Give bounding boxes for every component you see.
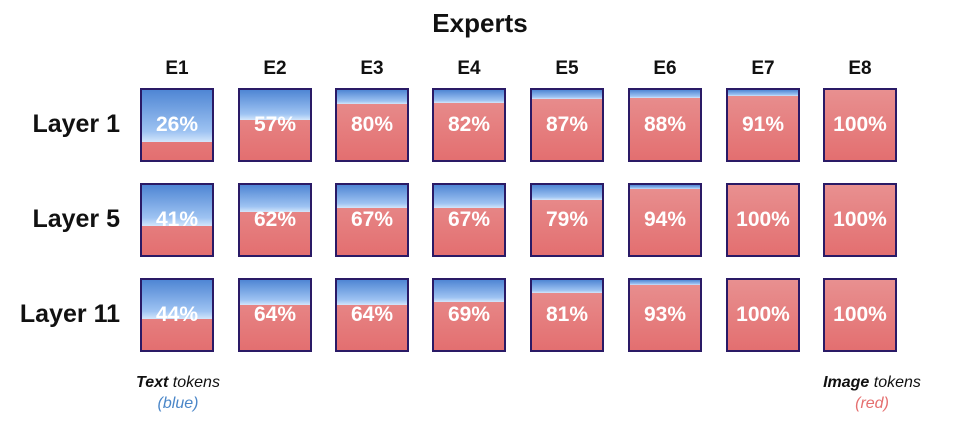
legend-image-tokens-bold: Image xyxy=(823,374,870,391)
image-token-percent: 100% xyxy=(736,208,790,231)
image-token-percent: 80% xyxy=(350,113,394,136)
cell-r2-e7: 100% xyxy=(726,183,800,257)
row-label-layer-1: Layer 1 xyxy=(32,110,120,138)
cell-r1-e6: 88% xyxy=(628,88,702,162)
text-token-fill xyxy=(240,185,310,212)
text-token-fill xyxy=(142,280,212,319)
cell-r1-e7: 91% xyxy=(726,88,800,162)
text-token-fill xyxy=(434,90,504,103)
column-label-e3: E3 xyxy=(360,58,384,79)
image-token-percent: 69% xyxy=(447,303,491,326)
column-label-e6: E6 xyxy=(653,58,677,79)
image-token-percent: 100% xyxy=(833,303,887,326)
text-token-fill xyxy=(630,280,700,285)
text-token-fill xyxy=(142,90,212,142)
legend-text-tokens: Text tokens (blue) xyxy=(118,372,238,414)
legend-text-tokens-color: (blue) xyxy=(157,395,199,412)
image-token-percent: 87% xyxy=(545,113,589,136)
cell-r2-e1: 41% xyxy=(140,183,214,257)
text-token-fill xyxy=(434,280,504,302)
text-token-fill xyxy=(532,280,602,293)
cell-r1-e3: 80% xyxy=(335,88,409,162)
cell-r2-e4: 67% xyxy=(432,183,506,257)
image-token-percent: 88% xyxy=(643,113,687,136)
cell-r3-e6: 93% xyxy=(628,278,702,352)
text-token-fill xyxy=(337,280,407,305)
image-token-percent: 81% xyxy=(545,303,589,326)
text-token-fill xyxy=(630,90,700,98)
image-token-percent: 41% xyxy=(155,208,199,231)
legend-image-tokens-color: (red) xyxy=(855,395,889,412)
image-token-percent: 82% xyxy=(447,113,491,136)
image-token-percent: 26% xyxy=(155,113,199,136)
column-label-e2: E2 xyxy=(263,58,287,79)
row-label-layer-3: Layer 11 xyxy=(19,300,120,328)
cell-r2-e5: 79% xyxy=(530,183,604,257)
cell-r1-e5: 87% xyxy=(530,88,604,162)
image-token-percent: 64% xyxy=(253,303,297,326)
cell-r1-e1: 26% xyxy=(140,88,214,162)
image-token-percent: 67% xyxy=(350,208,394,231)
image-token-percent: 100% xyxy=(833,208,887,231)
cell-r3-e1: 44% xyxy=(140,278,214,352)
image-token-percent: 67% xyxy=(447,208,491,231)
image-token-percent: 57% xyxy=(253,113,297,136)
image-token-percent: 79% xyxy=(545,208,589,231)
cell-r3-e8: 100% xyxy=(823,278,897,352)
text-token-fill xyxy=(337,185,407,208)
column-label-e7: E7 xyxy=(751,58,775,79)
image-token-percent: 93% xyxy=(643,303,687,326)
cell-r2-e2: 62% xyxy=(238,183,312,257)
cell-r3-e2: 64% xyxy=(238,278,312,352)
text-token-fill xyxy=(337,90,407,104)
image-token-percent: 100% xyxy=(736,303,790,326)
image-token-percent: 94% xyxy=(643,208,687,231)
text-token-fill xyxy=(532,185,602,200)
cell-r3-e7: 100% xyxy=(726,278,800,352)
text-token-fill xyxy=(142,185,212,226)
cell-r1-e2: 57% xyxy=(238,88,312,162)
cell-r3-e5: 81% xyxy=(530,278,604,352)
cell-r3-e3: 64% xyxy=(335,278,409,352)
text-token-fill xyxy=(240,90,310,120)
column-label-e5: E5 xyxy=(555,58,579,79)
column-label-e1: E1 xyxy=(165,58,189,79)
text-token-fill xyxy=(434,185,504,208)
row-label-layer-2: Layer 5 xyxy=(32,205,120,233)
cell-r2-e3: 67% xyxy=(335,183,409,257)
cell-r2-e6: 94% xyxy=(628,183,702,257)
cell-r1-e8: 100% xyxy=(823,88,897,162)
image-token-percent: 62% xyxy=(253,208,297,231)
image-token-percent: 64% xyxy=(350,303,394,326)
text-token-fill xyxy=(240,280,310,305)
text-token-fill xyxy=(728,90,798,96)
text-token-fill xyxy=(532,90,602,99)
column-label-e8: E8 xyxy=(848,58,872,79)
column-label-e4: E4 xyxy=(457,58,481,79)
image-token-percent: 100% xyxy=(833,113,887,136)
chart-title: Experts xyxy=(432,8,528,38)
cell-r2-e8: 100% xyxy=(823,183,897,257)
cell-r1-e4: 82% xyxy=(432,88,506,162)
legend-text-tokens-rest: tokens xyxy=(168,374,220,391)
legend-image-tokens: Image tokens (red) xyxy=(808,372,936,414)
cell-r3-e4: 69% xyxy=(432,278,506,352)
text-token-fill xyxy=(630,185,700,189)
image-token-percent: 44% xyxy=(155,303,199,326)
legend-image-tokens-rest: tokens xyxy=(869,374,921,391)
image-token-percent: 91% xyxy=(741,113,785,136)
legend-text-tokens-bold: Text xyxy=(136,374,169,391)
